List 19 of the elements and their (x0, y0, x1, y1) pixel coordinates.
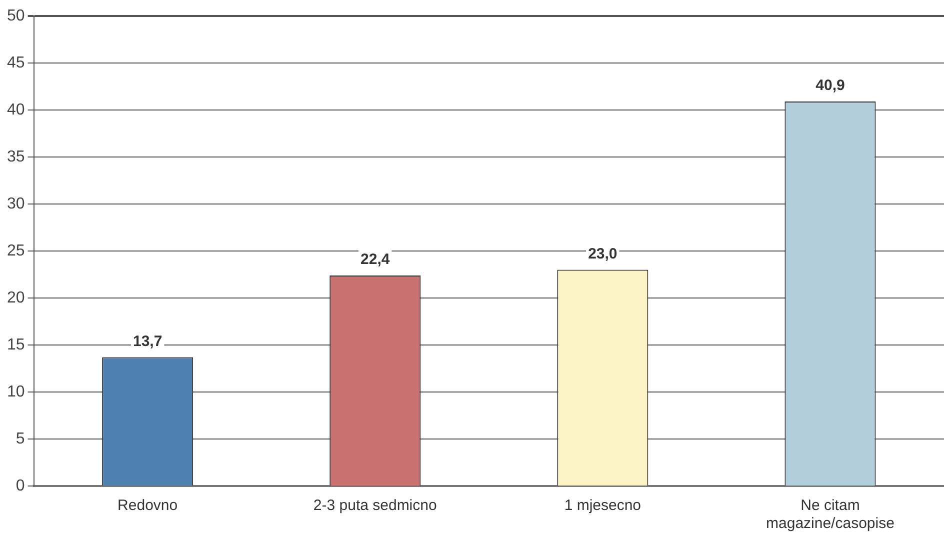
y-tick-label: 15 (7, 336, 25, 354)
y-tick-label: 35 (7, 148, 25, 166)
y-tick-label: 45 (7, 54, 25, 72)
y-tick-label: 20 (7, 289, 25, 306)
data-label: 23,0 (588, 245, 618, 262)
y-tick-label: 5 (16, 430, 25, 448)
x-tick-label: 2-3 puta sedmicno (313, 497, 437, 514)
y-tick-label: 10 (7, 383, 25, 400)
data-label: 40,9 (816, 77, 845, 94)
x-tick-label: Ne citam magazine/casopise (766, 497, 894, 532)
y-tick-label: 30 (7, 195, 25, 212)
y-tick-label: 0 (16, 477, 25, 494)
x-tick-label: 1 mjesecno (564, 497, 642, 514)
y-tick-label: 25 (7, 242, 25, 260)
data-label: 13,7 (132, 332, 162, 350)
y-tick-label: 50 (7, 7, 25, 24)
y-tick-label: 40 (7, 101, 25, 118)
x-tick-label: Redovno (118, 497, 178, 514)
data-label: 22,4 (360, 251, 390, 268)
